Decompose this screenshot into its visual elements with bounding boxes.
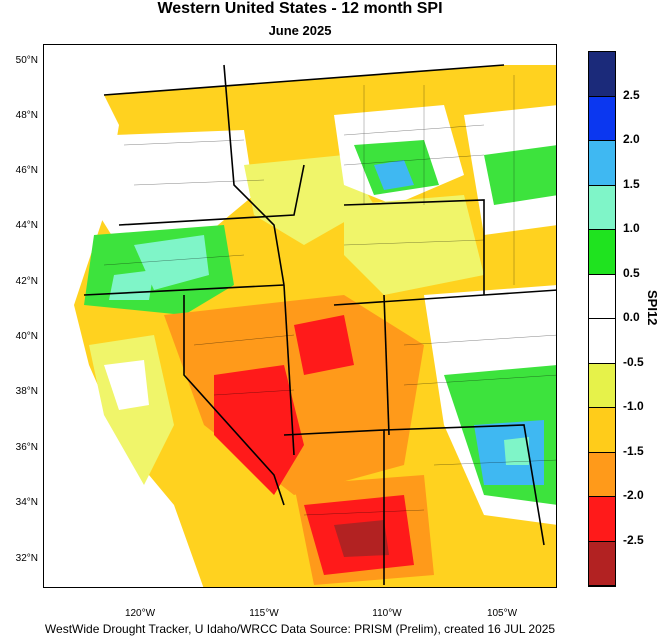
colorbar-title: SPI12 <box>645 290 660 326</box>
lat-label: 36°N <box>15 442 38 453</box>
colorbar-swatch <box>589 497 615 542</box>
drought-map <box>43 44 557 588</box>
colorbar-swatch <box>589 363 615 408</box>
map-title: Western United States - 12 month SPI <box>157 0 443 17</box>
footer-credit: WestWide Drought Tracker, U Idaho/WRCC D… <box>44 622 556 636</box>
colorbar-label: 2.5 <box>623 87 640 102</box>
colorbar-swatch <box>589 319 615 364</box>
lat-label: 34°N <box>15 497 38 508</box>
lat-label: 42°N <box>15 276 38 287</box>
colorbar-label: -2.5 <box>623 532 644 547</box>
colorbar-label: -1.5 <box>623 443 644 458</box>
colorbar <box>588 51 616 587</box>
colorbar-label: -2.0 <box>623 488 644 502</box>
lon-label: 105°W <box>486 608 518 619</box>
colorbar-label: -1.0 <box>623 399 644 413</box>
map-canvas <box>44 45 556 587</box>
lat-label: 32°N <box>15 553 38 564</box>
lat-label: 48°N <box>15 110 38 121</box>
colorbar-swatch <box>589 408 615 453</box>
lat-label: 46°N <box>15 165 38 176</box>
colorbar-label: 1.5 <box>623 176 640 191</box>
map-subtitle: June 2025 <box>268 23 332 38</box>
colorbar-label: -0.5 <box>623 354 644 369</box>
lat-label: 40°N <box>15 331 38 342</box>
lat-label: 50°N <box>15 55 38 66</box>
colorbar-swatch <box>589 52 615 97</box>
colorbar-swatch <box>589 185 615 230</box>
colorbar-label: 1.0 <box>623 221 640 235</box>
lat-label: 38°N <box>15 386 38 397</box>
colorbar-swatch <box>589 96 615 141</box>
colorbar-swatch <box>589 274 615 319</box>
lon-label: 115°W <box>249 608 279 619</box>
colorbar-label: 0.0 <box>623 310 640 324</box>
colorbar-swatch <box>589 230 615 275</box>
colorbar-swatch <box>589 541 615 586</box>
lat-label: 44°N <box>15 220 38 231</box>
colorbar-swatch <box>589 452 615 497</box>
colorbar-label: 2.0 <box>623 132 640 146</box>
colorbar-swatch <box>589 141 615 186</box>
lon-label: 110°W <box>372 608 402 619</box>
lon-label: 120°W <box>124 608 156 619</box>
colorbar-label: 0.5 <box>623 265 640 280</box>
